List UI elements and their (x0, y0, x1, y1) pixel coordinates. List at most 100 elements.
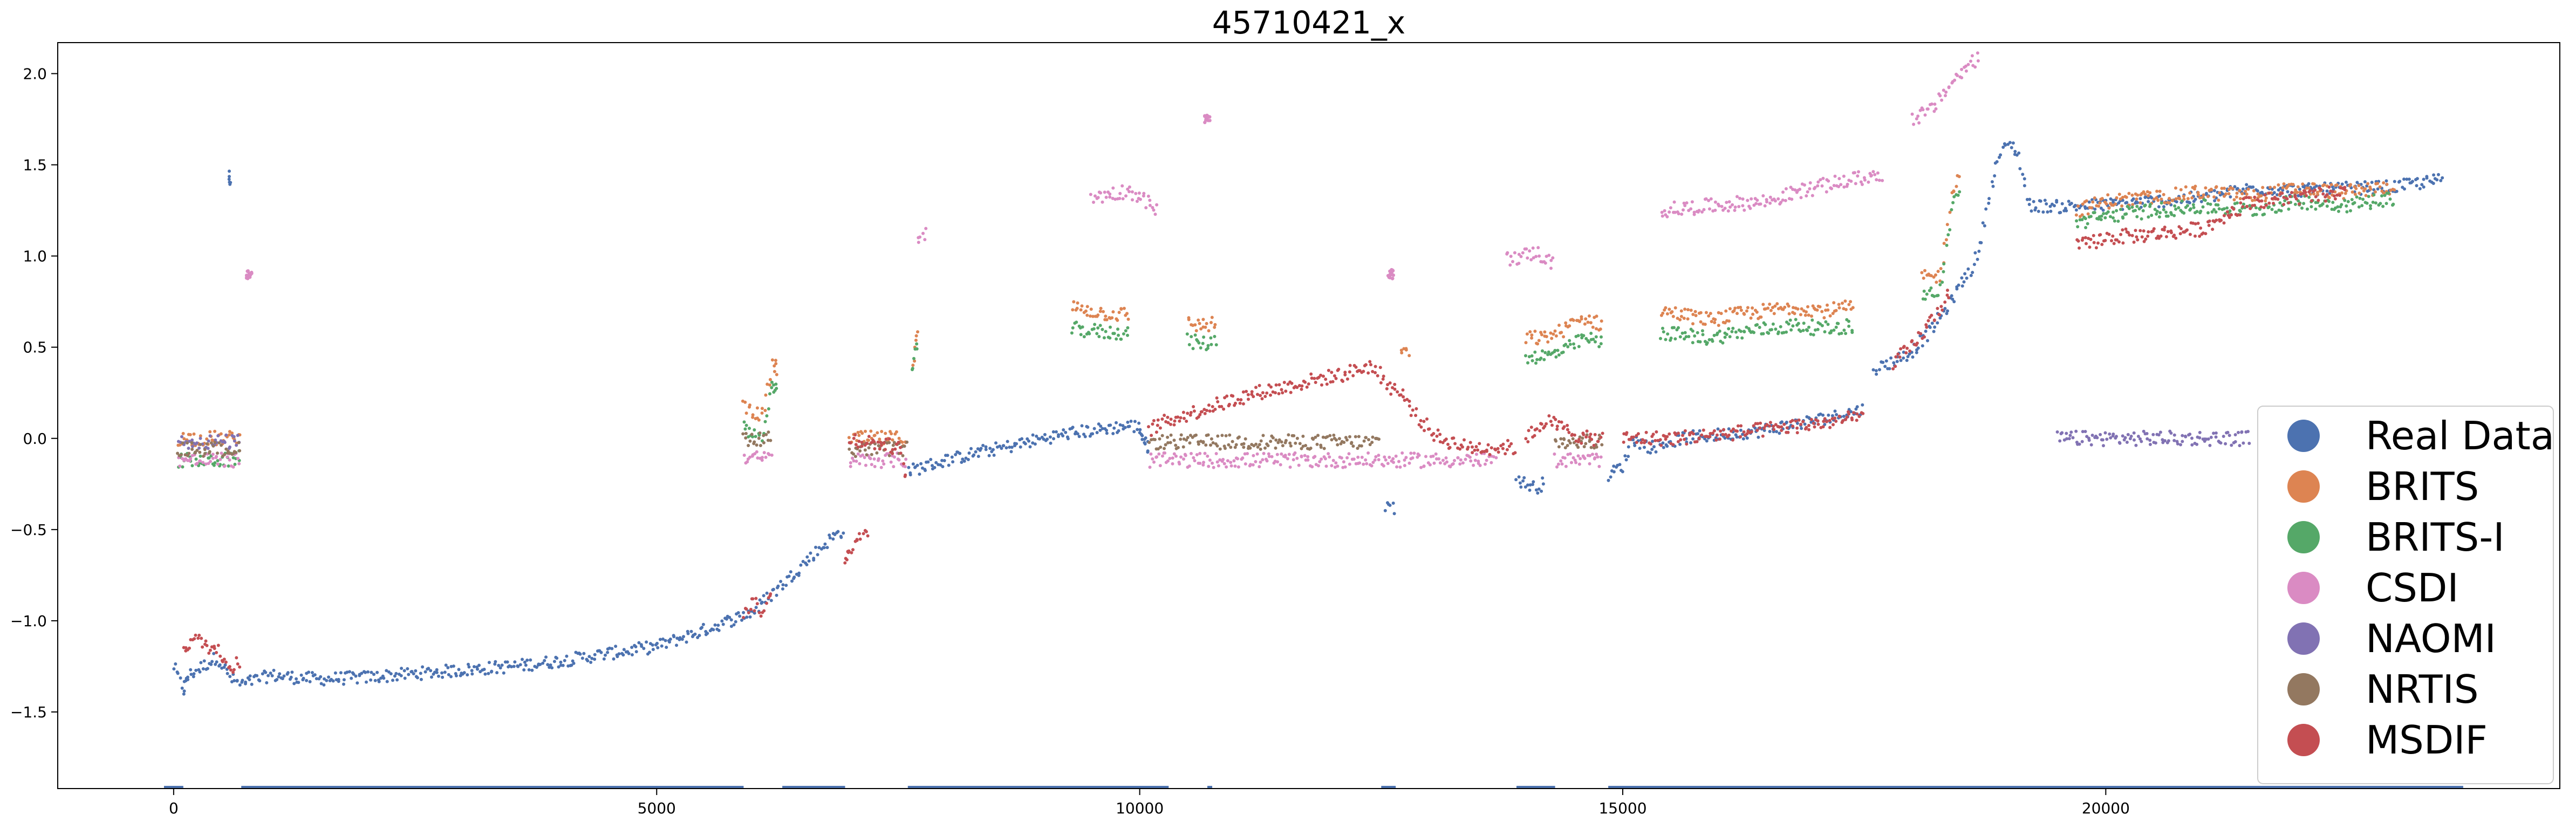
data-point (1525, 332, 1529, 336)
data-point (202, 659, 206, 663)
data-point (1743, 312, 1746, 316)
availability-marker (1381, 786, 1396, 789)
data-point (1333, 374, 1336, 378)
data-point (179, 453, 183, 457)
data-point (1284, 389, 1288, 393)
data-point (904, 457, 908, 461)
data-point (235, 443, 238, 447)
data-point (2218, 191, 2222, 195)
data-point (849, 461, 852, 464)
data-point (233, 679, 236, 682)
data-point (265, 681, 269, 684)
data-point (494, 660, 497, 663)
data-point (828, 533, 831, 537)
data-point (1254, 442, 1258, 446)
data-point (2338, 194, 2342, 197)
data-point (1297, 383, 1301, 387)
data-point (1513, 451, 1517, 455)
data-point (2160, 201, 2163, 205)
data-point (1932, 318, 1936, 322)
data-point (516, 665, 520, 668)
data-point (2253, 195, 2257, 199)
y-tick-label: −1.5 (10, 703, 47, 721)
data-point (1960, 67, 1964, 71)
data-point (1252, 454, 1255, 457)
data-point (1124, 329, 1128, 333)
data-point (746, 460, 749, 464)
data-point (1698, 340, 1702, 344)
data-point (1185, 332, 1189, 336)
data-point (1259, 460, 1262, 464)
data-point (1622, 440, 1625, 444)
data-point (1803, 313, 1807, 317)
data-point (2138, 229, 2142, 232)
data-point (2109, 215, 2112, 218)
data-point (1844, 307, 1848, 311)
data-point (1699, 311, 1703, 314)
data-point (1816, 327, 1820, 331)
data-point (1683, 331, 1687, 334)
data-point (1573, 433, 1576, 437)
data-point (972, 453, 976, 457)
data-point (897, 436, 901, 440)
data-point (1222, 407, 1226, 411)
data-point (586, 659, 590, 663)
data-point (237, 462, 241, 465)
data-point (744, 436, 748, 440)
data-point (1735, 195, 1739, 198)
data-point (1461, 461, 1465, 465)
data-point (250, 271, 254, 276)
data-point (2204, 186, 2208, 190)
data-point (412, 672, 415, 676)
data-point (1530, 333, 1534, 337)
data-point (1926, 339, 1929, 342)
data-point (2431, 182, 2435, 185)
data-point (1795, 426, 1799, 430)
data-point (1210, 316, 1214, 319)
data-point (415, 676, 419, 680)
data-point (958, 451, 962, 455)
data-point (905, 440, 909, 444)
data-point (757, 611, 761, 614)
data-point (2046, 210, 2049, 214)
data-point (1819, 412, 1822, 416)
data-point (1002, 444, 1006, 448)
x-tick-label: 5000 (638, 799, 676, 817)
data-point (1776, 197, 1780, 201)
data-point (2398, 180, 2402, 183)
data-point (1243, 462, 1247, 466)
data-point (1683, 204, 1687, 208)
data-point (2232, 198, 2236, 202)
data-point (1894, 355, 1898, 359)
data-point (1151, 457, 1154, 461)
data-point (238, 683, 242, 687)
data-point (1720, 204, 1724, 208)
data-point (2157, 215, 2161, 219)
data-point (1591, 453, 1594, 456)
data-point (1877, 179, 1881, 182)
data-point (933, 465, 937, 469)
data-point (2189, 207, 2192, 211)
data-point (232, 668, 236, 672)
data-point (1128, 424, 1131, 428)
data-point (1833, 416, 1837, 420)
data-point (1188, 413, 1192, 417)
data-point (2263, 193, 2267, 197)
data-point (1210, 437, 1213, 441)
data-point (1649, 442, 1652, 446)
data-point (502, 671, 505, 675)
data-point (616, 655, 619, 659)
data-point (743, 427, 747, 431)
data-point (1965, 276, 1969, 280)
data-point (226, 672, 229, 675)
data-point (1095, 332, 1099, 335)
data-point (2361, 197, 2365, 201)
data-point (1518, 481, 1522, 485)
data-point (1227, 443, 1231, 447)
data-point (1713, 200, 1717, 204)
data-point (2158, 211, 2162, 215)
data-point (1730, 429, 1733, 433)
data-point (1082, 433, 1085, 436)
data-point (842, 531, 845, 535)
data-point (1682, 208, 1685, 212)
